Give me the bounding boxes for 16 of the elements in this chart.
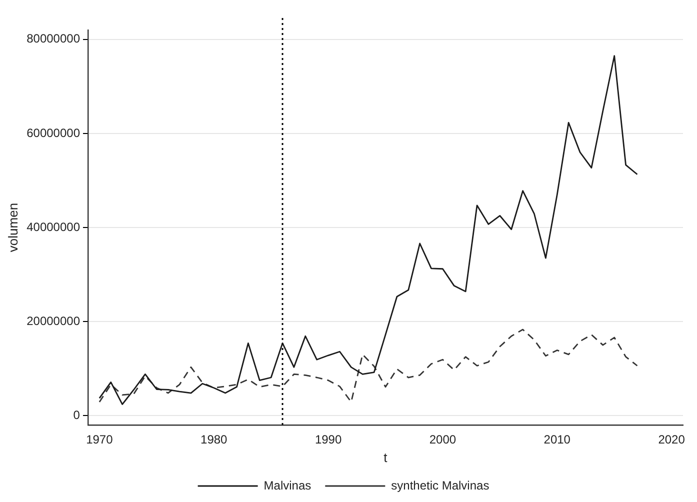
x-tick-label: 1990 [314,432,342,447]
y-tick-label: 60000000 [26,126,80,140]
x-tick-label: 2020 [658,432,686,447]
x-tick-label: 2010 [544,432,571,447]
x-tick-label: 1980 [200,432,228,447]
y-tick-label: 80000000 [26,32,80,46]
y-tick-label: 0 [73,408,80,422]
y-tick-label: 40000000 [26,220,80,234]
x-tick-label: 2000 [429,432,456,447]
line-series [98,328,638,403]
legend-label: synthetic Malvinas [391,478,490,492]
x-tick-label: 1970 [86,432,114,447]
y-axis-title: volumen [5,202,20,252]
y-tick-label: 20000000 [26,314,80,328]
x-axis-title: t [384,450,388,465]
legend-label: Malvinas [264,478,312,492]
